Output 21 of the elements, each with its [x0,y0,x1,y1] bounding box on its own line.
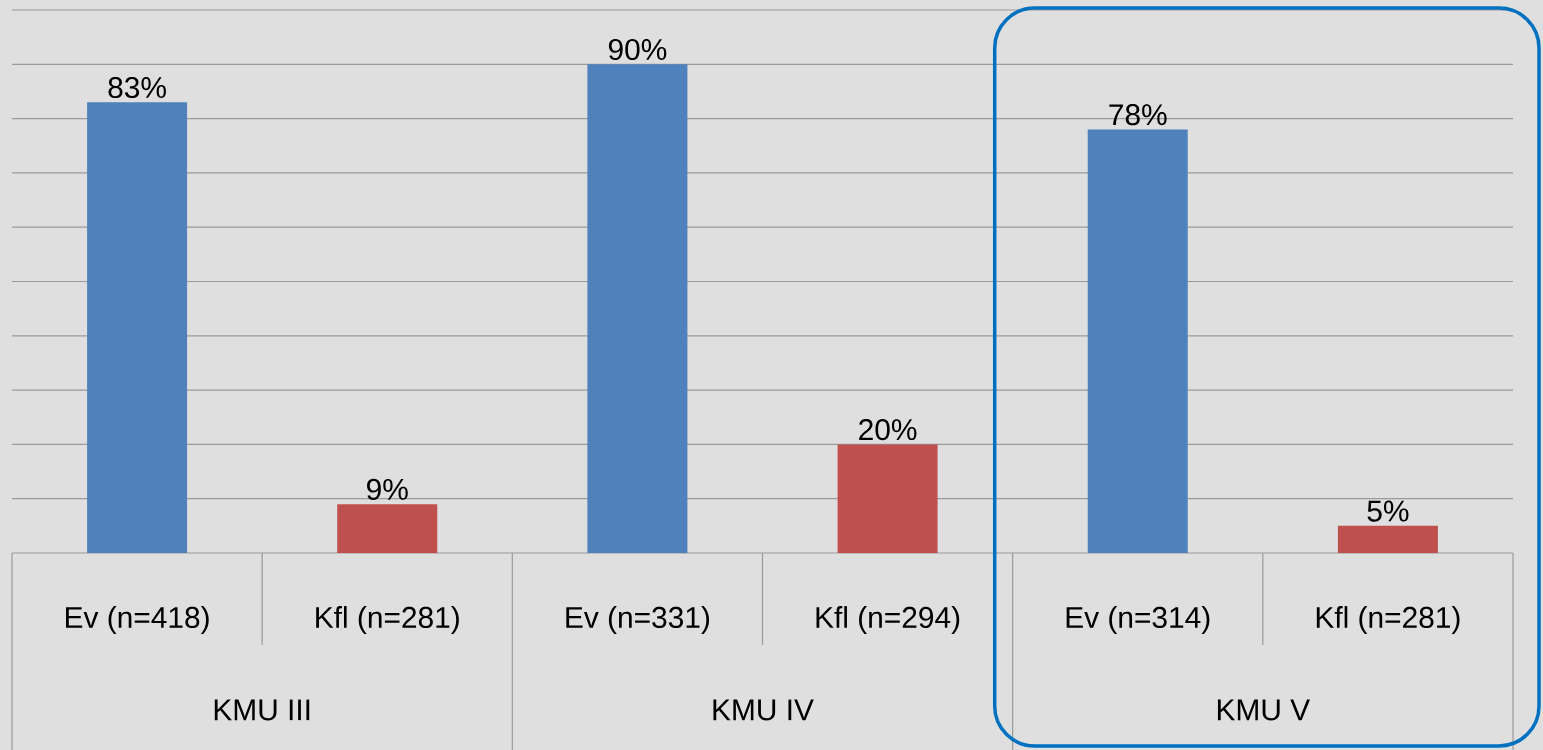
bar [1337,525,1438,553]
data-label: 9% [367,478,408,500]
data-label: 5% [1367,500,1409,522]
x-tick-label: Kfl (n=281) [316,606,459,634]
data-label: 83% [108,76,166,99]
bar [337,504,438,553]
x-tick-label: Ev (n=331) [566,606,710,634]
bar [587,64,688,553]
x-tick-label: Ev (n=418) [66,606,209,634]
text: KMU IV [713,699,814,721]
bar [87,102,188,553]
data-label: 78% [1109,104,1167,126]
data-label: 20% [859,419,917,441]
bar [837,444,938,553]
x-tick-label: Kfl (n=281) [1316,606,1460,634]
text: KMU III [214,699,310,721]
text: KMU V [1217,699,1310,721]
x-tick-label: Kfl (n=294) [816,606,960,634]
x-tick-label: Ev (n=314) [1066,606,1210,634]
bar [1087,129,1188,553]
data-label: 90% [608,38,667,61]
